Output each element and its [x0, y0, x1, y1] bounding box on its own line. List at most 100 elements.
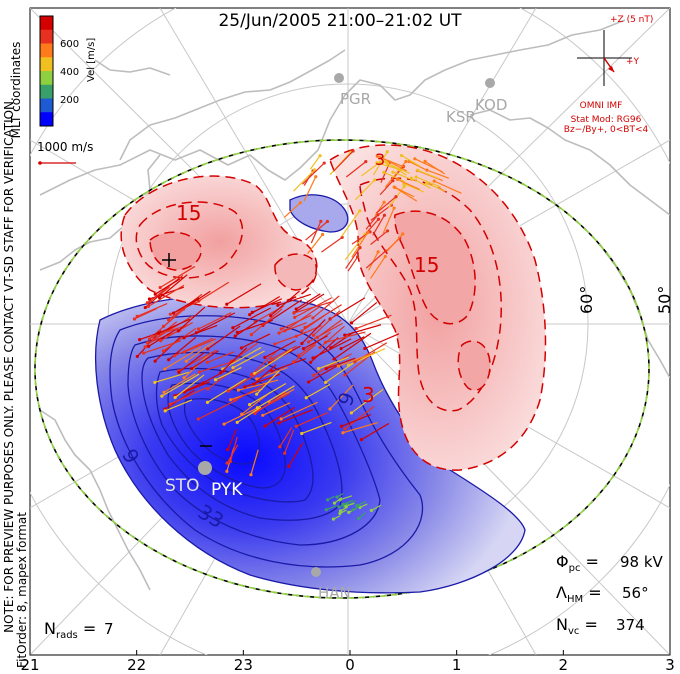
- velocity-vector: [278, 409, 314, 424]
- velocity-vector-origin: [239, 346, 244, 350]
- velocity-vector: [274, 331, 308, 345]
- velocity-vector-origin: [147, 297, 152, 301]
- velocity-vector: [310, 221, 322, 244]
- velocity-vector: [345, 161, 367, 178]
- colorbar-tick: 400: [60, 67, 79, 78]
- velocity-vector-origin: [156, 331, 161, 335]
- velocity-vector-origin: [423, 159, 427, 163]
- velocity-vector: [345, 247, 361, 269]
- velocity-vector: [326, 505, 337, 511]
- velocity-vector-origin: [240, 412, 244, 416]
- velocity-vector: [227, 428, 237, 450]
- velocity-vector-origin: [376, 217, 381, 221]
- velocity-vector: [154, 335, 182, 362]
- velocity-vector-origin: [248, 313, 252, 317]
- velocity-vector-origin: [363, 346, 367, 351]
- velocity-vector: [313, 310, 341, 336]
- velocity-vector: [161, 373, 200, 397]
- latitude-label: 60°: [577, 286, 596, 314]
- velocity-vector-origin: [343, 427, 347, 431]
- velocity-vector-origin: [205, 400, 210, 405]
- velocity-vector: [342, 421, 378, 434]
- contour-label: 15: [414, 253, 439, 277]
- velocity-vector-origin: [298, 201, 302, 205]
- velocity-vector-origin: [255, 377, 259, 381]
- velocity-vector: [339, 495, 353, 501]
- velocity-vector: [253, 364, 277, 385]
- velocity-vector-origin: [146, 304, 151, 308]
- velocity-vector: [356, 500, 367, 507]
- velocity-vector-origin: [145, 341, 150, 345]
- colorbar-tick: 600: [60, 39, 79, 50]
- page-title: 25/Jun/2005 21:00–21:02 UT: [218, 11, 462, 31]
- velocity-vector: [411, 177, 431, 189]
- velocity-vector: [254, 392, 291, 413]
- velocity-vector: [262, 402, 291, 416]
- velocity-vector-origin: [326, 498, 330, 502]
- velocity-vector-origin: [255, 392, 259, 396]
- velocity-vector: [340, 336, 365, 350]
- velocity-vector: [347, 256, 359, 272]
- velocity-vector: [408, 160, 428, 172]
- imf-condition-label: Bz−/By+, 0<BT<4: [564, 125, 649, 135]
- velocity-vector: [264, 340, 296, 358]
- contour-label: 3: [375, 150, 385, 169]
- velocity-vector-origin: [413, 157, 417, 161]
- velocity-vector: [169, 386, 208, 405]
- velocity-vector: [160, 321, 193, 342]
- velocity-vector-origin: [161, 324, 166, 329]
- velocity-vector: [158, 318, 191, 334]
- velocity-vector-origin: [338, 509, 343, 513]
- velocity-vector-origin: [222, 422, 226, 426]
- station-label-han: HAN: [318, 584, 351, 602]
- velocity-vector-origin: [318, 154, 322, 158]
- velocity-vector-origin: [316, 367, 321, 371]
- colorbar-swatch: [40, 29, 53, 44]
- velocity-vector: [164, 346, 201, 370]
- velocity-vector-origin: [269, 314, 273, 318]
- velocity-vector: [401, 154, 421, 167]
- velocity-vector: [199, 359, 237, 373]
- velocity-vector-origin: [206, 387, 210, 391]
- velocity-vector: [313, 353, 352, 376]
- velocity-vector: [426, 182, 446, 192]
- velocity-vector: [174, 337, 213, 357]
- velocity-vector-origin: [366, 230, 370, 234]
- velocity-vector: [342, 499, 354, 505]
- mlt-axis: 21 22 23 0 1 2 3: [20, 650, 675, 674]
- velocity-vector: [229, 436, 238, 462]
- velocity-vector: [344, 324, 382, 336]
- velocity-vector-origin: [283, 451, 287, 455]
- velocity-vector: [256, 370, 280, 395]
- velocity-vector-origin: [351, 508, 355, 512]
- velocity-vector-origin: [161, 349, 165, 353]
- velocity-vector-origin: [375, 154, 379, 158]
- velocity-vector-origin: [347, 510, 351, 515]
- velocity-vector-origin: [147, 344, 151, 349]
- velocity-vector-origin: [404, 159, 408, 164]
- velocity-vector-origin: [385, 150, 389, 154]
- velocity-vector: [330, 331, 355, 349]
- cross-polar-potential-value: 98 kV: [620, 553, 664, 571]
- velocity-vector: [283, 202, 301, 218]
- velocity-vector-origin: [424, 181, 429, 185]
- velocity-vector-origin: [196, 327, 201, 331]
- velocity-vector-origin: [354, 327, 358, 331]
- velocity-vector-origin: [153, 380, 157, 384]
- velocity-vector-origin: [312, 168, 317, 172]
- velocity-vector-origin: [176, 329, 180, 333]
- velocity-vector-origin: [382, 170, 386, 174]
- velocity-vector-origin: [206, 347, 210, 351]
- velocity-vector-origin: [138, 338, 142, 342]
- velocity-vector: [364, 333, 400, 350]
- velocity-vector-origin: [383, 254, 387, 259]
- colorbar-swatch: [40, 71, 53, 86]
- velocity-vector: [163, 328, 197, 352]
- velocity-vector: [301, 315, 325, 332]
- imf-source-label: OMNI IMF: [580, 101, 623, 111]
- velocity-vector: [271, 358, 307, 372]
- velocity-vector: [184, 338, 216, 353]
- vector-count-value: 374: [616, 616, 645, 634]
- velocity-vector: [355, 314, 392, 330]
- velocity-vector-origin: [402, 184, 406, 188]
